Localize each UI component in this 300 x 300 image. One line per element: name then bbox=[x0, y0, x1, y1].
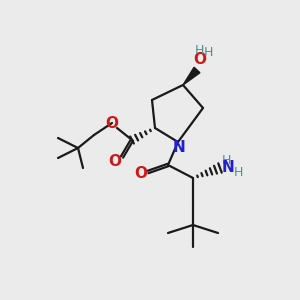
Text: H: H bbox=[203, 46, 213, 59]
Text: O: O bbox=[109, 154, 122, 169]
Text: H: H bbox=[221, 154, 231, 166]
Text: H: H bbox=[233, 167, 243, 179]
Text: N: N bbox=[222, 160, 234, 175]
Text: H: H bbox=[194, 44, 204, 56]
Text: O: O bbox=[194, 52, 206, 68]
Polygon shape bbox=[183, 67, 200, 85]
Text: O: O bbox=[134, 167, 148, 182]
Text: O: O bbox=[106, 116, 118, 130]
Text: N: N bbox=[172, 140, 185, 155]
